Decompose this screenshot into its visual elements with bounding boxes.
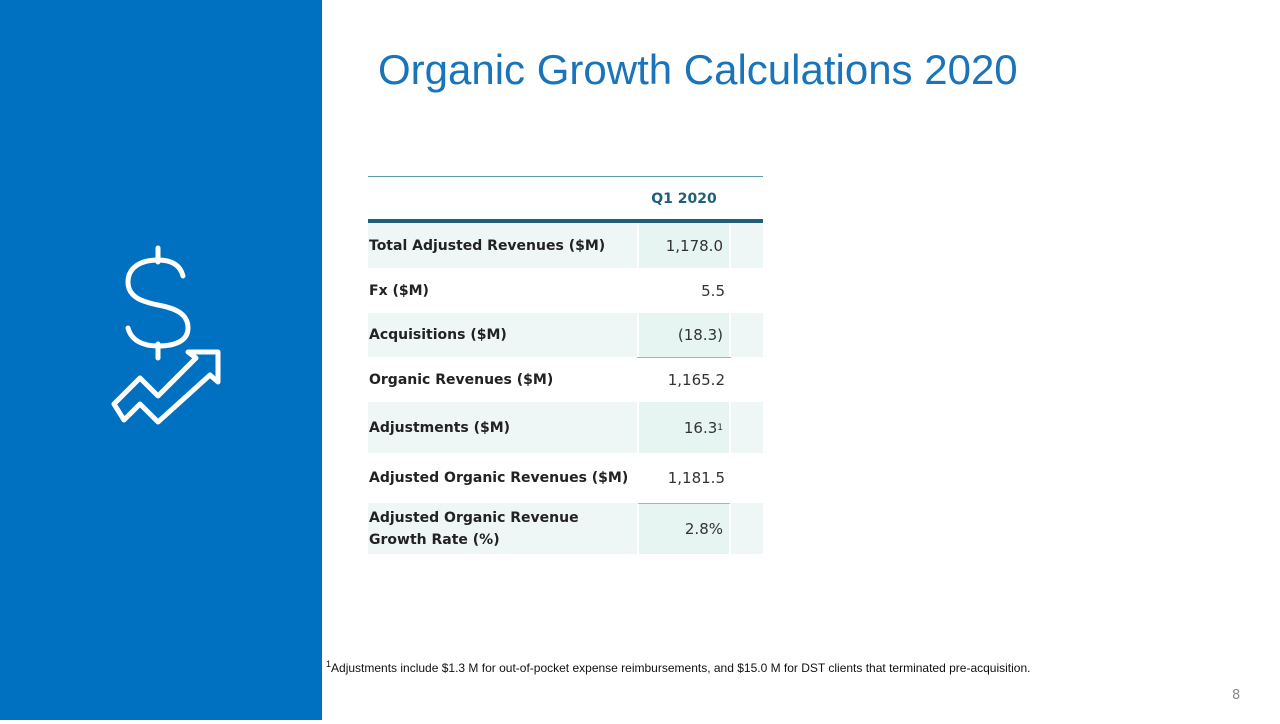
table-row: Organic Revenues ($M) 1,165.2 <box>368 357 763 402</box>
footnote-text: Adjustments include $1.3 M for out-of-po… <box>331 661 1031 675</box>
row-label: Fx ($M) <box>369 282 429 299</box>
row-value: 1,165.2 <box>637 357 731 402</box>
footnote: 1Adjustments include $1.3 M for out-of-p… <box>326 659 1030 675</box>
value-text: 1,181.5 <box>667 469 725 487</box>
table-row: Adjustments ($M) 16.3 1 <box>368 402 763 453</box>
row-label: Acquisitions ($M) <box>369 327 507 343</box>
value-text: 2.8% <box>684 520 723 538</box>
table-row: Adjusted Organic Revenues ($M) 1,181.5 <box>368 453 763 503</box>
slide-title: Organic Growth Calculations 2020 <box>378 46 1018 93</box>
row-value: 16.3 1 <box>637 402 731 453</box>
data-table: Q1 2020 Total Adjusted Revenues ($M) 1,17… <box>368 176 763 554</box>
row-label: Adjustments ($M) <box>369 419 511 436</box>
value-text: 5.5 <box>701 281 725 300</box>
value-note: 1 <box>717 422 723 433</box>
table-row: Fx ($M) 5.5 <box>368 268 763 313</box>
row-label: Total Adjusted Revenues ($M) <box>369 237 606 254</box>
row-label: Organic Revenues ($M) <box>369 371 554 388</box>
row-value: 2.8% <box>637 503 731 554</box>
row-value: (18.3) <box>637 313 731 357</box>
side-panel <box>0 0 322 720</box>
money-growth-icon <box>111 245 221 425</box>
row-label: Adjusted Organic Revenues ($M) <box>369 470 629 486</box>
row-value: 1,181.5 <box>637 453 731 503</box>
row-label: Adjusted Organic Revenue Growth Rate (%) <box>369 509 579 548</box>
value-text: 1,165.2 <box>667 371 725 389</box>
footnote-marker: 1 <box>326 659 332 669</box>
table-row: Total Adjusted Revenues ($M) 1,178.0 <box>368 223 763 268</box>
column-header: Q1 2020 <box>651 191 717 207</box>
page-number: 8 <box>1232 688 1241 703</box>
row-value: 1,178.0 <box>637 223 731 268</box>
value-text: 1,178.0 <box>665 236 723 255</box>
table-row: Acquisitions ($M) (18.3) <box>368 313 763 357</box>
value-text: (18.3) <box>677 326 723 344</box>
table-row: Adjusted Organic Revenue Growth Rate (%)… <box>368 503 763 554</box>
row-value: 5.5 <box>637 268 731 313</box>
value-text: 16.3 <box>683 418 718 437</box>
table-header: Q1 2020 <box>368 176 763 223</box>
